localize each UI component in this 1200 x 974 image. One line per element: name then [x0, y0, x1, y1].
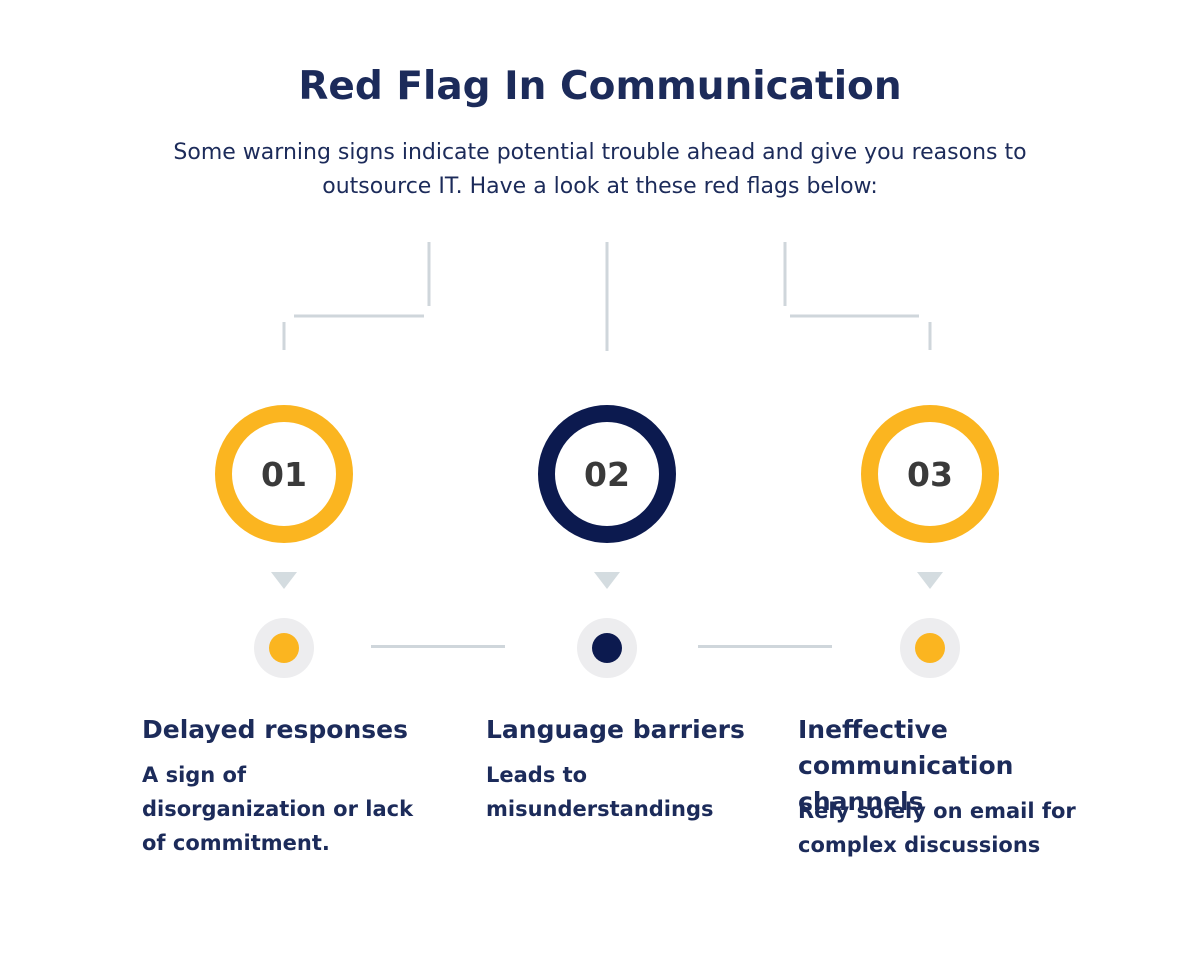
item-description-03: Rely solely on email for complex discuss…	[798, 799, 1076, 857]
item-description-01: A sign of disorganization or lack of com…	[142, 763, 414, 855]
step-dot-inner-01	[269, 633, 299, 663]
down-arrow-icon	[271, 572, 297, 589]
page-title: Red Flag In Communication	[298, 64, 902, 109]
dot-connector-line	[371, 645, 505, 648]
step-dot-01	[254, 618, 314, 678]
step-dot-03	[900, 618, 960, 678]
item-heading-02: Language barriers	[486, 715, 745, 744]
step-dot-02	[577, 618, 637, 678]
step-dot-inner-02	[592, 633, 622, 663]
step-number-03: 03	[907, 454, 953, 494]
page-subtitle: Some warning signs indicate potential tr…	[173, 140, 1027, 199]
down-arrow-icon	[917, 572, 943, 589]
step-ring-03: 03	[861, 405, 999, 543]
step-number-01: 01	[261, 454, 307, 494]
down-arrow-icon	[594, 572, 620, 589]
item-heading-01: Delayed responses	[142, 715, 408, 744]
item-heading-03: Ineffective communication channels	[798, 715, 1014, 816]
step-dot-inner-03	[915, 633, 945, 663]
item-description-02: Leads to misunderstandings	[486, 763, 714, 821]
step-ring-02: 02	[538, 405, 676, 543]
step-number-02: 02	[584, 454, 630, 494]
step-ring-01: 01	[215, 405, 353, 543]
dot-connector-line	[698, 645, 832, 648]
